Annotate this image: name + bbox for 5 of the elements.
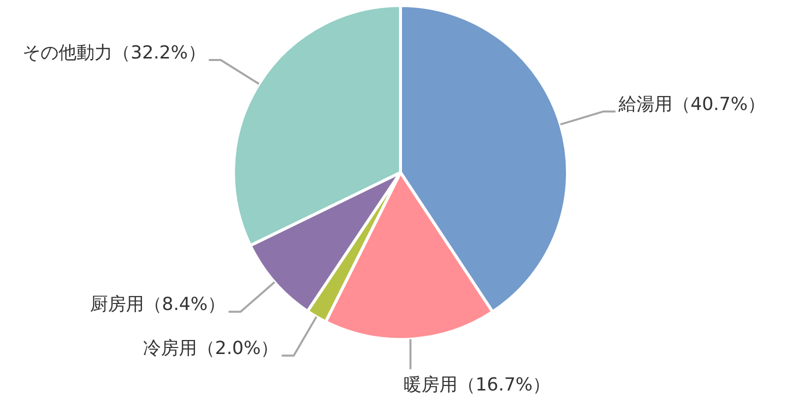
slice-label: その他動力（32.2%） (22, 42, 206, 64)
slice-label: 給湯用（40.7%） (618, 94, 766, 115)
slice-label: 厨房用（8.4%） (90, 294, 226, 316)
slice-label: 暖房用（16.7%） (403, 374, 551, 396)
slice-label: 冷房用（2.0%） (143, 338, 279, 360)
